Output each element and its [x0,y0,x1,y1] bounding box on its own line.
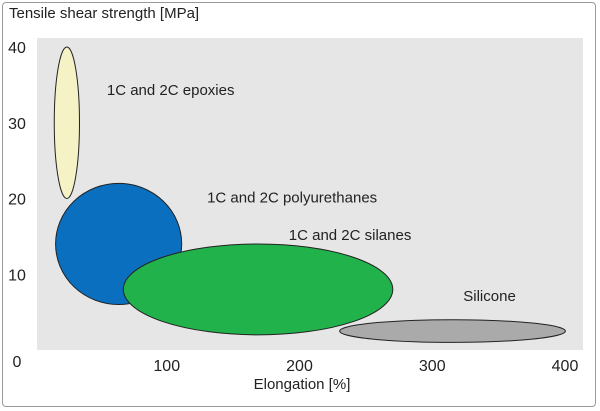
region-4-ellipse [339,319,566,343]
y-tick-label: 10 [8,267,26,284]
region-labels: 1C and 2C epoxies 1C and 2C polyurethanes… [107,82,516,305]
y-tick-label: 30 [8,116,26,133]
x-tick-label: 100 [153,358,180,375]
x-tick-label: 300 [419,358,446,375]
y-tick-labels: 10 20 30 40 [8,40,26,284]
y-tick-label: 20 [8,192,26,209]
x-tick-label: 400 [552,358,579,375]
region-1-ellipse [53,46,80,199]
y-axis-title: Tensile shear strength [MPa] [9,5,199,22]
region-3-ellipse [122,243,394,336]
region-3-label: 1C and 2C silanes [289,227,412,244]
region-2-label: 1C and 2C polyurethanes [207,189,377,206]
region-1-label: 1C and 2C epoxies [107,82,235,99]
y-tick-label: 40 [8,40,26,57]
x-axis-title: Elongation [%] [254,376,351,393]
region-4-label: Silicone [463,288,516,305]
x-tick-labels: 100 200 300 400 [153,358,578,375]
origin-tick-label: 0 [13,354,22,371]
x-tick-label: 200 [286,358,313,375]
regions [53,46,566,343]
